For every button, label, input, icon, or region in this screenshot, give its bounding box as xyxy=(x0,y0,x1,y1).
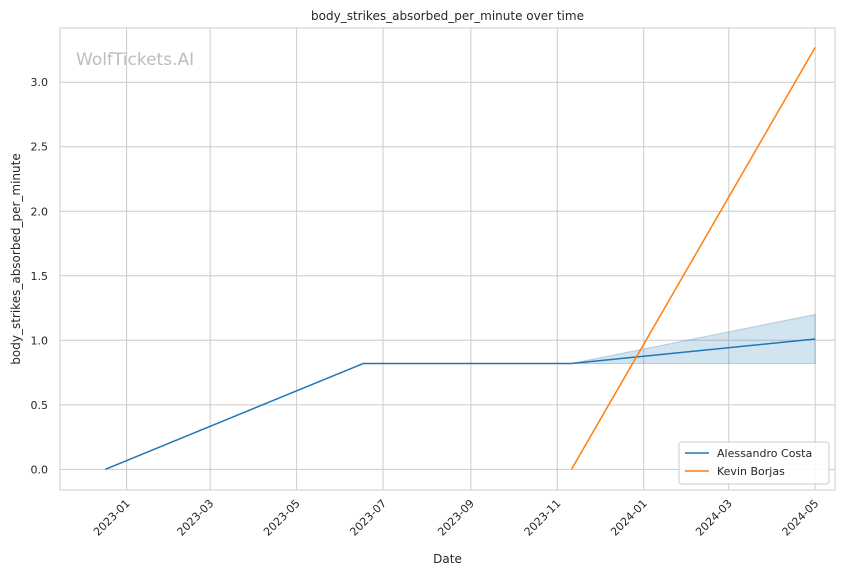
series-lines xyxy=(105,46,816,471)
x-axis-label: Date xyxy=(433,552,462,566)
y-tick-label: 1.5 xyxy=(31,270,49,283)
x-axis-ticks: 2023-01 2023-03 2023-05 2023-07 2023-09 2023-… xyxy=(91,497,821,539)
x-tick-label: 2023-03 xyxy=(175,497,217,539)
plot-area-frame xyxy=(59,27,836,491)
legend-box xyxy=(678,441,830,485)
x-tick-label: 2023-01 xyxy=(91,497,133,539)
legend: Alessandro Costa Kevin Borjas xyxy=(678,441,830,485)
confidence-band xyxy=(571,313,816,365)
y-tick-label: 1.0 xyxy=(31,334,49,347)
series-line-alessandro-costa xyxy=(105,338,816,471)
x-tick-label: 2023-11 xyxy=(522,497,564,539)
x-tick-label: 2023-07 xyxy=(347,497,389,539)
chart-title: body_strikes_absorbed_per_minute over ti… xyxy=(311,9,584,23)
legend-label: Alessandro Costa xyxy=(717,447,812,460)
y-tick-label: 0.5 xyxy=(31,399,49,412)
series-line-kevin-borjas xyxy=(570,46,816,470)
grid xyxy=(60,28,835,490)
x-tick-label: 2024-05 xyxy=(780,497,822,539)
y-axis-label: body_strikes_absorbed_per_minute xyxy=(9,153,23,364)
y-tick-label: 2.0 xyxy=(31,205,49,218)
y-tick-label: 3.0 xyxy=(31,76,49,89)
x-tick-label: 2023-05 xyxy=(261,497,303,539)
y-axis-ticks: 0.0 0.5 1.0 1.5 2.0 2.5 3.0 xyxy=(31,76,49,476)
watermark: WolfTickets.AI xyxy=(76,50,194,70)
confidence-bands xyxy=(571,313,816,365)
x-tick-label: 2024-03 xyxy=(693,497,735,539)
legend-label: Kevin Borjas xyxy=(717,465,785,478)
y-tick-label: 0.0 xyxy=(31,463,49,476)
x-tick-label: 2023-09 xyxy=(435,497,477,539)
x-tick-label: 2024-01 xyxy=(608,497,650,539)
y-tick-label: 2.5 xyxy=(31,141,49,154)
